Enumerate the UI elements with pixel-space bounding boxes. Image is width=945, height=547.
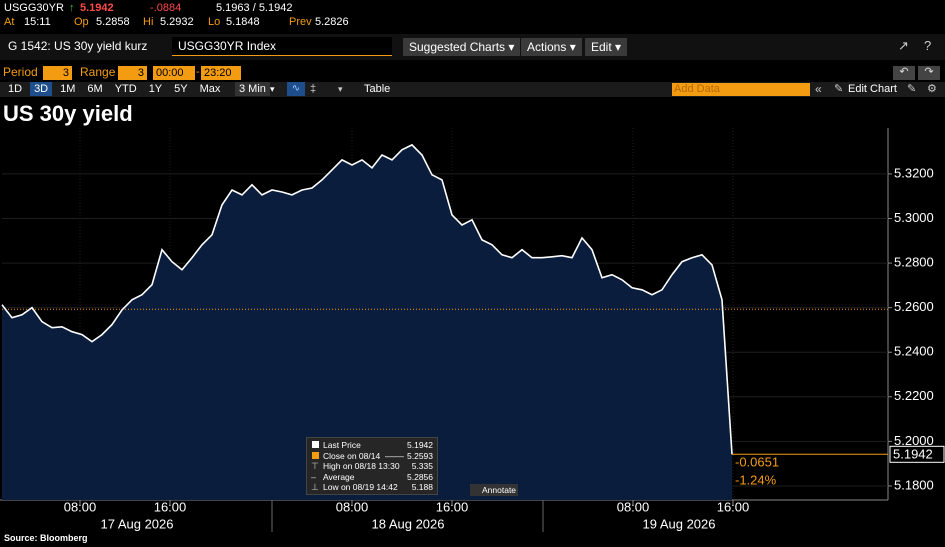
- period-label: Period: [3, 65, 38, 79]
- prev: 5.2826: [315, 16, 349, 28]
- change-pct-annotation: -1.24%: [735, 473, 777, 488]
- range-button[interactable]: Max: [199, 83, 221, 95]
- legend-glyph: ‒: [311, 471, 317, 482]
- price-line: [1, 143, 733, 455]
- help-icon[interactable]: ?: [924, 38, 932, 53]
- range-button[interactable]: 3D: [30, 82, 53, 96]
- menu-button[interactable]: Actions: [521, 38, 582, 56]
- legend-label: Average: [323, 471, 355, 482]
- legend-glyph: ⊤: [311, 461, 319, 471]
- chart-title: US 30y yield: [3, 101, 133, 126]
- date-label: 19 Aug 2026: [642, 516, 715, 531]
- legend-glyph: ⊥: [311, 482, 319, 492]
- pencil-icon: ✎: [834, 83, 844, 95]
- open: 5.2858: [96, 16, 130, 28]
- x-tick-label: 08:00: [617, 499, 650, 514]
- low: 5.1848: [226, 16, 260, 28]
- range-button[interactable]: 1D: [8, 83, 23, 95]
- y-tick-label: 5.2800: [894, 255, 934, 270]
- x-tick-label: 08:00: [336, 499, 369, 514]
- y-tick-label: 5.2600: [894, 299, 934, 314]
- y-tick-label: 5.2200: [894, 388, 934, 403]
- y-tick-label: 5.3000: [894, 210, 934, 225]
- x-tick-label: 16:00: [154, 499, 187, 514]
- redo-icon[interactable]: ↷: [918, 66, 940, 80]
- x-tick-label: 08:00: [64, 499, 97, 514]
- legend-label: Low on 08/19 14:42: [323, 482, 398, 492]
- menu-button[interactable]: Edit: [585, 38, 628, 56]
- last-price-tag-label: 5.1942: [893, 447, 933, 462]
- draw-icon[interactable]: ✎: [907, 83, 917, 95]
- range-button[interactable]: 1Y: [148, 83, 163, 95]
- legend-value: 5.2856: [407, 471, 433, 482]
- legend-label: High on 08/18 13:30: [323, 461, 400, 471]
- source: Source: Bloomberg: [4, 533, 88, 543]
- x-tick-label: 16:00: [436, 499, 469, 514]
- high: 5.2932: [160, 16, 194, 28]
- last: 5.1942: [80, 2, 114, 14]
- legend-value: 5.1942: [407, 440, 433, 450]
- date-label: 17 Aug 2026: [100, 516, 173, 531]
- legend-value: 5.2593: [407, 450, 433, 461]
- open-label: Op: [74, 16, 89, 28]
- quote-bar: [0, 0, 945, 30]
- collapse-icon[interactable]: «: [815, 82, 822, 96]
- legend-label: Close on 08/14: [323, 450, 381, 461]
- prev-label: Prev: [289, 16, 312, 28]
- menu-button[interactable]: Suggested Charts: [403, 38, 521, 56]
- period-input[interactable]: 3: [43, 66, 72, 80]
- up-arrow: ↑: [69, 2, 75, 14]
- range-button[interactable]: 1M: [60, 83, 76, 95]
- dash: -: [196, 66, 200, 78]
- legend-value: 5.335: [411, 461, 433, 471]
- range-button[interactable]: 5Y: [174, 83, 188, 95]
- ticker: USGG30YR: [4, 2, 64, 14]
- y-tick-label: 5.2000: [894, 433, 934, 448]
- range-buttons: 1D 3D 1M 6M YTD 1Y 5Y Max: [4, 82, 228, 96]
- range-input[interactable]: 3: [118, 66, 147, 80]
- legend-swatch: [312, 451, 319, 459]
- legend-value: 5.188: [411, 482, 433, 492]
- security-input[interactable]: USGG30YR Index: [172, 37, 392, 56]
- change: -.0884: [150, 2, 182, 14]
- date-label: 18 Aug 2026: [371, 516, 444, 531]
- bid-ask: 5.1963 / 5.1942: [216, 2, 293, 14]
- range-button[interactable]: 6M: [87, 83, 103, 95]
- area: [2, 144, 732, 500]
- edit-chart-button[interactable]: Edit Chart: [848, 83, 897, 95]
- more-icon[interactable]: ▾: [338, 84, 343, 94]
- interval-caret: ▾: [270, 84, 275, 94]
- function-title: G 1542: US 30y yield kurz: [8, 39, 148, 53]
- annotate-button[interactable]: Annotate: [470, 484, 518, 496]
- legend-swatch: [312, 441, 319, 448]
- export-icon[interactable]: ↗: [898, 38, 909, 53]
- y-tick-label: 5.3200: [894, 165, 934, 180]
- time: 15:11: [24, 16, 51, 28]
- range-label: Range: [80, 65, 116, 79]
- x-tick-label: 16:00: [717, 499, 750, 514]
- y-tick-label: 5.1800: [894, 477, 934, 492]
- legend-dashes: ‒‒‒‒: [385, 450, 404, 461]
- line-chart-icon[interactable]: ∿: [287, 82, 305, 96]
- bar-chart-icon[interactable]: ‡: [310, 83, 317, 95]
- start-input[interactable]: 00:00: [153, 66, 195, 80]
- y-tick-label: 5.2400: [894, 344, 934, 359]
- legend: Last Price 5.1942 Close on 08/14 ‒‒‒‒ 5.2593…: [306, 437, 438, 495]
- low-label: Lo: [208, 16, 221, 28]
- time-label: At: [4, 16, 15, 28]
- end-input[interactable]: 23:20: [201, 66, 241, 80]
- settings-icon[interactable]: ⚙: [927, 83, 937, 95]
- last-price-tag: [889, 445, 945, 463]
- interval-button[interactable]: 3 Min: [235, 82, 270, 96]
- undo-icon[interactable]: ↶: [893, 66, 915, 80]
- legend-label: Last Price: [323, 440, 361, 450]
- range-button[interactable]: YTD: [114, 83, 137, 95]
- add-data-input[interactable]: Add Data: [672, 83, 810, 96]
- table-button[interactable]: Table: [364, 83, 391, 95]
- change-annotation: -0.0651: [735, 455, 779, 470]
- high-label: Hi: [143, 16, 154, 28]
